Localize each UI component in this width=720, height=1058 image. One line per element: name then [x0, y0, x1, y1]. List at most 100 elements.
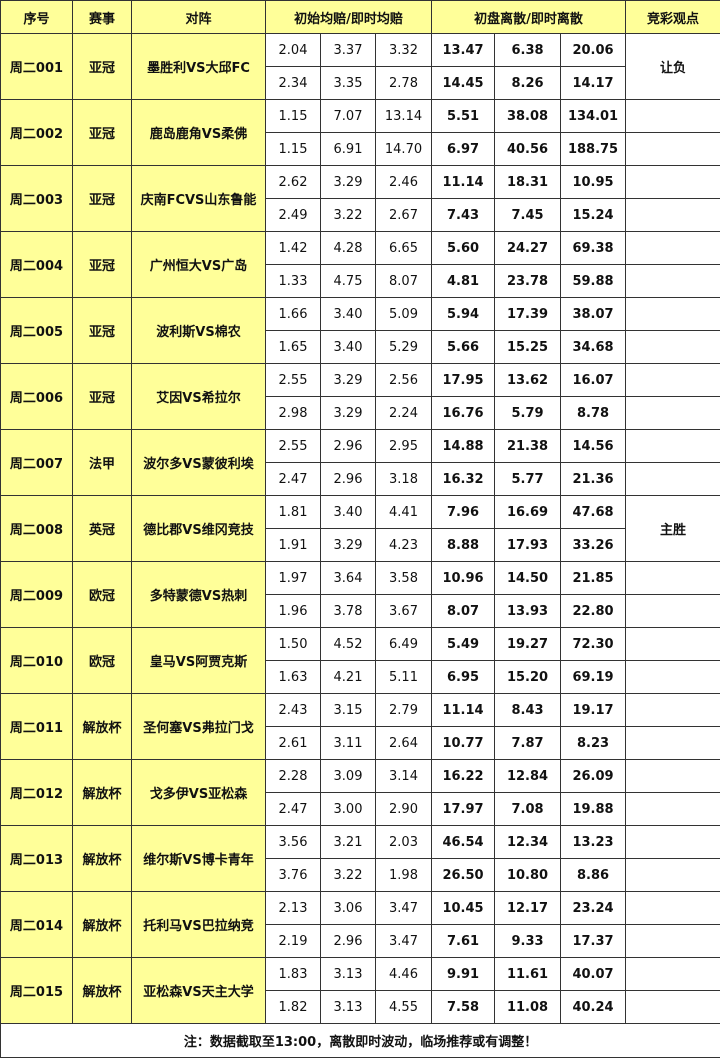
view	[626, 925, 720, 958]
match-id: 周二008	[1, 496, 73, 562]
odds-value: 2.24	[376, 397, 432, 430]
odds-value: 3.11	[321, 727, 376, 760]
teams: 戈多伊VS亚松森	[132, 760, 266, 826]
dispersion-value: 8.88	[432, 529, 495, 562]
league: 解放杯	[73, 892, 132, 958]
odds-value: 2.79	[376, 694, 432, 727]
odds-value: 3.40	[321, 331, 376, 364]
dispersion-value: 14.88	[432, 430, 495, 463]
odds-value: 3.09	[321, 760, 376, 793]
dispersion-value: 8.26	[495, 67, 561, 100]
teams: 维尔斯VS博卡青年	[132, 826, 266, 892]
dispersion-value: 9.91	[432, 958, 495, 991]
odds-value: 2.34	[266, 67, 321, 100]
dispersion-value: 72.30	[561, 628, 626, 661]
odds-value: 1.15	[266, 133, 321, 166]
dispersion-value: 15.20	[495, 661, 561, 694]
view	[626, 760, 720, 793]
odds-value: 2.95	[376, 430, 432, 463]
match-id: 周二012	[1, 760, 73, 826]
dispersion-value: 10.80	[495, 859, 561, 892]
odds-value: 5.29	[376, 331, 432, 364]
dispersion-value: 46.54	[432, 826, 495, 859]
odds-value: 6.91	[321, 133, 376, 166]
odds-value: 4.21	[321, 661, 376, 694]
odds-value: 2.43	[266, 694, 321, 727]
odds-value: 1.91	[266, 529, 321, 562]
dispersion-value: 21.36	[561, 463, 626, 496]
match-id: 周二007	[1, 430, 73, 496]
match-id: 周二004	[1, 232, 73, 298]
league: 亚冠	[73, 232, 132, 298]
header-league: 赛事	[73, 1, 132, 34]
dispersion-value: 16.32	[432, 463, 495, 496]
dispersion-value: 11.61	[495, 958, 561, 991]
view	[626, 727, 720, 760]
teams: 艾因VS希拉尔	[132, 364, 266, 430]
dispersion-value: 69.19	[561, 661, 626, 694]
dispersion-value: 6.97	[432, 133, 495, 166]
odds-value: 2.28	[266, 760, 321, 793]
league: 亚冠	[73, 166, 132, 232]
view	[626, 859, 720, 892]
odds-value: 3.47	[376, 925, 432, 958]
odds-value: 2.64	[376, 727, 432, 760]
teams: 德比郡VS维冈竞技	[132, 496, 266, 562]
odds-value: 2.96	[321, 463, 376, 496]
league: 亚冠	[73, 364, 132, 430]
dispersion-value: 14.17	[561, 67, 626, 100]
dispersion-value: 11.14	[432, 166, 495, 199]
odds-value: 2.61	[266, 727, 321, 760]
odds-value: 2.98	[266, 397, 321, 430]
dispersion-value: 24.27	[495, 232, 561, 265]
dispersion-value: 12.17	[495, 892, 561, 925]
odds-value: 3.64	[321, 562, 376, 595]
odds-value: 1.63	[266, 661, 321, 694]
league: 解放杯	[73, 760, 132, 826]
dispersion-value: 20.06	[561, 34, 626, 67]
teams: 亚松森VS天主大学	[132, 958, 266, 1024]
odds-value: 3.32	[376, 34, 432, 67]
dispersion-value: 38.08	[495, 100, 561, 133]
view	[626, 826, 720, 859]
match-id: 周二005	[1, 298, 73, 364]
dispersion-value: 33.26	[561, 529, 626, 562]
league: 英冠	[73, 496, 132, 562]
view	[626, 430, 720, 463]
dispersion-value: 8.43	[495, 694, 561, 727]
dispersion-value: 23.78	[495, 265, 561, 298]
dispersion-value: 19.17	[561, 694, 626, 727]
view	[626, 892, 720, 925]
dispersion-value: 12.34	[495, 826, 561, 859]
dispersion-value: 40.07	[561, 958, 626, 991]
dispersion-value: 47.68	[561, 496, 626, 529]
match-id: 周二014	[1, 892, 73, 958]
dispersion-value: 17.95	[432, 364, 495, 397]
dispersion-value: 22.80	[561, 595, 626, 628]
odds-value: 2.47	[266, 463, 321, 496]
dispersion-value: 8.86	[561, 859, 626, 892]
odds-value: 3.40	[321, 496, 376, 529]
odds-value: 3.29	[321, 166, 376, 199]
dispersion-value: 69.38	[561, 232, 626, 265]
dispersion-value: 59.88	[561, 265, 626, 298]
odds-value: 2.13	[266, 892, 321, 925]
odds-value: 5.09	[376, 298, 432, 331]
view	[626, 331, 720, 364]
teams: 波尔多VS蒙彼利埃	[132, 430, 266, 496]
odds-value: 1.50	[266, 628, 321, 661]
dispersion-value: 10.95	[561, 166, 626, 199]
odds-value: 3.37	[321, 34, 376, 67]
odds-value: 3.29	[321, 397, 376, 430]
header-row: 序号 赛事 对阵 初始均赔/即时均赔 初盘离散/即时离散 竞彩观点	[1, 1, 720, 34]
league: 解放杯	[73, 826, 132, 892]
view	[626, 463, 720, 496]
match-id: 周二006	[1, 364, 73, 430]
dispersion-value: 134.01	[561, 100, 626, 133]
league: 亚冠	[73, 34, 132, 100]
dispersion-value: 23.24	[561, 892, 626, 925]
